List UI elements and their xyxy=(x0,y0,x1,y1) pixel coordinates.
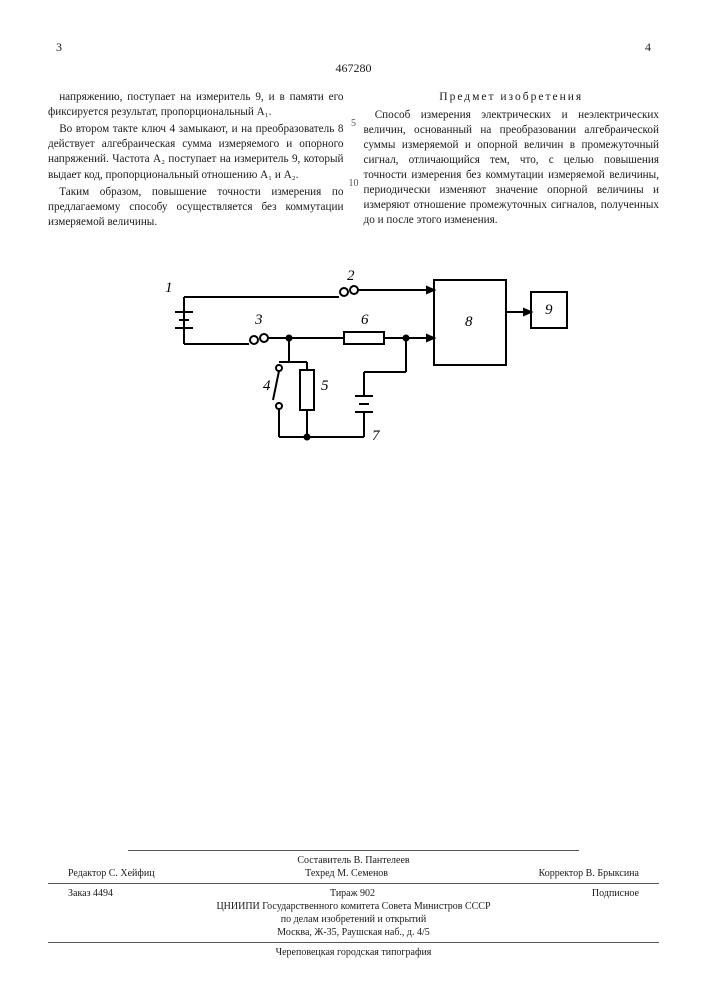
text-columns: напряжению, поступает на измеритель 9, и… xyxy=(48,90,659,232)
address: Москва, Ж-35, Раушская наб., д. 4/5 xyxy=(48,927,659,938)
right-col-num: 4 xyxy=(645,40,651,55)
org-line2: по делам изобретений и открытий xyxy=(48,914,659,925)
footer-block: Составитель В. Пантелеев Редактор С. Хей… xyxy=(48,846,659,960)
para: Таким образом, повышение точности измере… xyxy=(48,185,344,230)
para: Во втором такте ключ 4 замыкают, и на пр… xyxy=(48,122,344,182)
typography: Череповецкая городская типография xyxy=(48,947,659,958)
techred: Техред М. Семенов xyxy=(305,868,388,879)
line-marker-5: 5 xyxy=(351,118,356,129)
circuit-diagram: 1 2 3 4 5 6 7 8 9 xyxy=(139,262,569,492)
page: 3 4 467280 5 10 напряжению, поступает на… xyxy=(0,0,707,1000)
svg-text:2: 2 xyxy=(347,268,355,284)
editor: Редактор С. Хейфиц xyxy=(68,868,155,879)
column-numbers: 3 4 xyxy=(48,40,659,55)
line-marker-10: 10 xyxy=(349,178,359,189)
svg-text:5: 5 xyxy=(321,378,329,394)
para: напряжению, поступает на измеритель 9, и… xyxy=(48,90,344,120)
edition: Тираж 902 xyxy=(330,888,375,899)
circuit-svg: 1 2 3 4 5 6 7 8 9 xyxy=(139,262,569,492)
corrector: Корректор В. Брыксина xyxy=(539,868,639,879)
org-line1: ЦНИИПИ Государственного комитета Совета … xyxy=(48,901,659,912)
right-column: Предмет изобретения Способ измерения эле… xyxy=(364,90,660,232)
credits-row: Редактор С. Хейфиц Техред М. Семенов Кор… xyxy=(48,868,659,879)
svg-text:1: 1 xyxy=(165,280,173,296)
patent-number: 467280 xyxy=(48,61,659,76)
print-row: Заказ 4494 Тираж 902 Подписное xyxy=(48,888,659,899)
svg-text:9: 9 xyxy=(545,302,553,318)
para: Способ измерения электрических и неэлект… xyxy=(364,108,660,229)
svg-text:8: 8 xyxy=(465,314,473,330)
svg-text:3: 3 xyxy=(254,312,263,328)
compiler: Составитель В. Пантелеев xyxy=(48,855,659,866)
svg-text:6: 6 xyxy=(361,312,369,328)
svg-text:7: 7 xyxy=(372,428,381,444)
left-column: напряжению, поступает на измеритель 9, и… xyxy=(48,90,344,232)
order: Заказ 4494 xyxy=(68,888,113,899)
subscription: Подписное xyxy=(592,888,639,899)
left-col-num: 3 xyxy=(56,40,62,55)
section-title: Предмет изобретения xyxy=(364,90,660,106)
svg-text:4: 4 xyxy=(263,378,271,394)
